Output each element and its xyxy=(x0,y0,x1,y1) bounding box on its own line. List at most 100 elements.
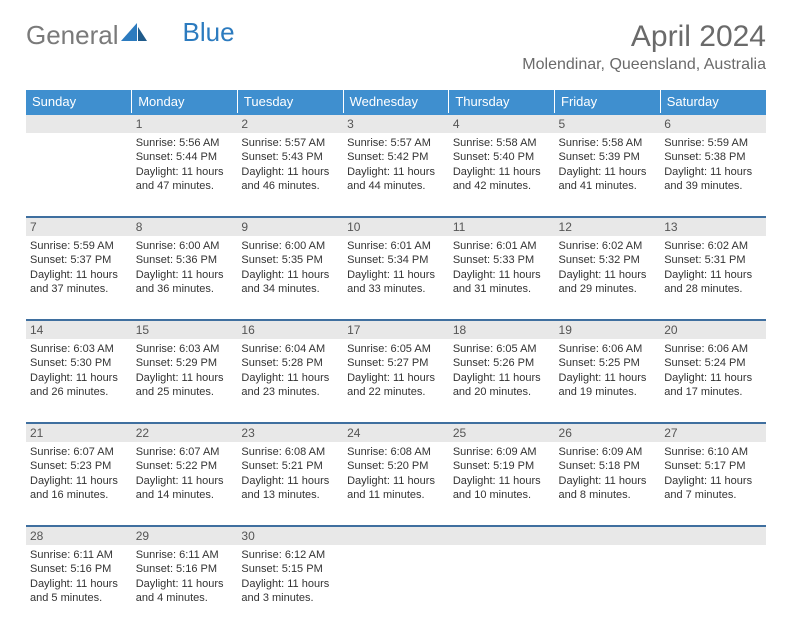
day-cell: Sunrise: 5:59 AMSunset: 5:37 PMDaylight:… xyxy=(26,236,132,320)
day-cell-body: Sunrise: 6:00 AMSunset: 5:35 PMDaylight:… xyxy=(237,236,343,302)
month-title: April 2024 xyxy=(522,20,766,54)
daylight-text: Daylight: 11 hours and 47 minutes. xyxy=(136,165,234,194)
sunset-text: Sunset: 5:29 PM xyxy=(136,356,234,370)
sunset-text: Sunset: 5:37 PM xyxy=(30,253,128,267)
day-number: 26 xyxy=(555,423,661,442)
sunset-text: Sunset: 5:40 PM xyxy=(453,150,551,164)
sunrise-text: Sunrise: 6:08 AM xyxy=(347,445,445,459)
daylight-text: Daylight: 11 hours and 29 minutes. xyxy=(559,268,657,297)
day-cell: Sunrise: 6:05 AMSunset: 5:26 PMDaylight:… xyxy=(449,339,555,423)
day-number: 12 xyxy=(555,217,661,236)
day-cell: Sunrise: 5:58 AMSunset: 5:40 PMDaylight:… xyxy=(449,133,555,217)
day-cell-body: Sunrise: 6:10 AMSunset: 5:17 PMDaylight:… xyxy=(660,442,766,508)
day-number: 21 xyxy=(26,423,132,442)
daylight-text: Daylight: 11 hours and 5 minutes. xyxy=(30,577,128,606)
day-cell: Sunrise: 6:00 AMSunset: 5:36 PMDaylight:… xyxy=(132,236,238,320)
day-number: 10 xyxy=(343,217,449,236)
day-cell-body: Sunrise: 6:01 AMSunset: 5:34 PMDaylight:… xyxy=(343,236,449,302)
daynum-row: 21222324252627 xyxy=(26,423,766,442)
sunset-text: Sunset: 5:16 PM xyxy=(30,562,128,576)
day-cell: Sunrise: 6:00 AMSunset: 5:35 PMDaylight:… xyxy=(237,236,343,320)
week-row: Sunrise: 6:03 AMSunset: 5:30 PMDaylight:… xyxy=(26,339,766,423)
day-cell xyxy=(660,545,766,629)
week-row: Sunrise: 6:11 AMSunset: 5:16 PMDaylight:… xyxy=(26,545,766,629)
day-cell-body: Sunrise: 6:02 AMSunset: 5:31 PMDaylight:… xyxy=(660,236,766,302)
weekday-header: Friday xyxy=(555,90,661,114)
daylight-text: Daylight: 11 hours and 36 minutes. xyxy=(136,268,234,297)
sunset-text: Sunset: 5:25 PM xyxy=(559,356,657,370)
day-number: 18 xyxy=(449,320,555,339)
daylight-text: Daylight: 11 hours and 22 minutes. xyxy=(347,371,445,400)
day-cell-body: Sunrise: 6:06 AMSunset: 5:25 PMDaylight:… xyxy=(555,339,661,405)
day-number: 28 xyxy=(26,526,132,545)
daynum-row: 123456 xyxy=(26,114,766,133)
day-number: 7 xyxy=(26,217,132,236)
day-cell-body: Sunrise: 6:11 AMSunset: 5:16 PMDaylight:… xyxy=(132,545,238,611)
day-cell: Sunrise: 6:12 AMSunset: 5:15 PMDaylight:… xyxy=(237,545,343,629)
daylight-text: Daylight: 11 hours and 44 minutes. xyxy=(347,165,445,194)
sunset-text: Sunset: 5:27 PM xyxy=(347,356,445,370)
day-number xyxy=(660,526,766,545)
day-cell: Sunrise: 6:08 AMSunset: 5:21 PMDaylight:… xyxy=(237,442,343,526)
weekday-header: Tuesday xyxy=(237,90,343,114)
daylight-text: Daylight: 11 hours and 7 minutes. xyxy=(664,474,762,503)
sunrise-text: Sunrise: 6:09 AM xyxy=(559,445,657,459)
daylight-text: Daylight: 11 hours and 23 minutes. xyxy=(241,371,339,400)
day-number: 2 xyxy=(237,114,343,133)
daylight-text: Daylight: 11 hours and 13 minutes. xyxy=(241,474,339,503)
sunset-text: Sunset: 5:36 PM xyxy=(136,253,234,267)
day-cell-body: Sunrise: 6:03 AMSunset: 5:29 PMDaylight:… xyxy=(132,339,238,405)
day-cell-body: Sunrise: 6:09 AMSunset: 5:18 PMDaylight:… xyxy=(555,442,661,508)
daylight-text: Daylight: 11 hours and 14 minutes. xyxy=(136,474,234,503)
sunrise-text: Sunrise: 6:07 AM xyxy=(136,445,234,459)
day-number: 11 xyxy=(449,217,555,236)
sunset-text: Sunset: 5:33 PM xyxy=(453,253,551,267)
day-cell: Sunrise: 6:07 AMSunset: 5:23 PMDaylight:… xyxy=(26,442,132,526)
day-cell-body: Sunrise: 6:04 AMSunset: 5:28 PMDaylight:… xyxy=(237,339,343,405)
daylight-text: Daylight: 11 hours and 16 minutes. xyxy=(30,474,128,503)
sunrise-text: Sunrise: 5:58 AM xyxy=(453,136,551,150)
sunrise-text: Sunrise: 6:06 AM xyxy=(559,342,657,356)
sunset-text: Sunset: 5:35 PM xyxy=(241,253,339,267)
sunrise-text: Sunrise: 6:02 AM xyxy=(664,239,762,253)
day-number: 3 xyxy=(343,114,449,133)
daylight-text: Daylight: 11 hours and 20 minutes. xyxy=(453,371,551,400)
day-cell: Sunrise: 6:04 AMSunset: 5:28 PMDaylight:… xyxy=(237,339,343,423)
day-number: 4 xyxy=(449,114,555,133)
day-cell: Sunrise: 6:11 AMSunset: 5:16 PMDaylight:… xyxy=(132,545,238,629)
sunset-text: Sunset: 5:20 PM xyxy=(347,459,445,473)
day-cell: Sunrise: 6:03 AMSunset: 5:29 PMDaylight:… xyxy=(132,339,238,423)
day-number xyxy=(449,526,555,545)
sunset-text: Sunset: 5:28 PM xyxy=(241,356,339,370)
day-number: 6 xyxy=(660,114,766,133)
daylight-text: Daylight: 11 hours and 28 minutes. xyxy=(664,268,762,297)
day-cell-body: Sunrise: 6:02 AMSunset: 5:32 PMDaylight:… xyxy=(555,236,661,302)
sunrise-text: Sunrise: 6:00 AM xyxy=(241,239,339,253)
day-number: 29 xyxy=(132,526,238,545)
day-cell: Sunrise: 5:58 AMSunset: 5:39 PMDaylight:… xyxy=(555,133,661,217)
sunset-text: Sunset: 5:38 PM xyxy=(664,150,762,164)
sunrise-text: Sunrise: 5:56 AM xyxy=(136,136,234,150)
sunset-text: Sunset: 5:23 PM xyxy=(30,459,128,473)
day-cell: Sunrise: 6:05 AMSunset: 5:27 PMDaylight:… xyxy=(343,339,449,423)
day-number: 20 xyxy=(660,320,766,339)
sunrise-text: Sunrise: 6:03 AM xyxy=(136,342,234,356)
day-number: 27 xyxy=(660,423,766,442)
sunrise-text: Sunrise: 6:09 AM xyxy=(453,445,551,459)
weekday-header: Wednesday xyxy=(343,90,449,114)
day-cell: Sunrise: 6:02 AMSunset: 5:31 PMDaylight:… xyxy=(660,236,766,320)
day-cell-body: Sunrise: 6:01 AMSunset: 5:33 PMDaylight:… xyxy=(449,236,555,302)
weekday-header: Monday xyxy=(132,90,238,114)
sunset-text: Sunset: 5:22 PM xyxy=(136,459,234,473)
day-number: 9 xyxy=(237,217,343,236)
logo-text-general: General xyxy=(26,20,119,51)
sunrise-text: Sunrise: 6:07 AM xyxy=(30,445,128,459)
daylight-text: Daylight: 11 hours and 17 minutes. xyxy=(664,371,762,400)
day-cell-body: Sunrise: 5:58 AMSunset: 5:39 PMDaylight:… xyxy=(555,133,661,199)
day-cell-body: Sunrise: 6:12 AMSunset: 5:15 PMDaylight:… xyxy=(237,545,343,611)
weekday-header-row: Sunday Monday Tuesday Wednesday Thursday… xyxy=(26,90,766,114)
day-cell-body: Sunrise: 6:00 AMSunset: 5:36 PMDaylight:… xyxy=(132,236,238,302)
day-number: 23 xyxy=(237,423,343,442)
day-cell: Sunrise: 6:08 AMSunset: 5:20 PMDaylight:… xyxy=(343,442,449,526)
daylight-text: Daylight: 11 hours and 10 minutes. xyxy=(453,474,551,503)
